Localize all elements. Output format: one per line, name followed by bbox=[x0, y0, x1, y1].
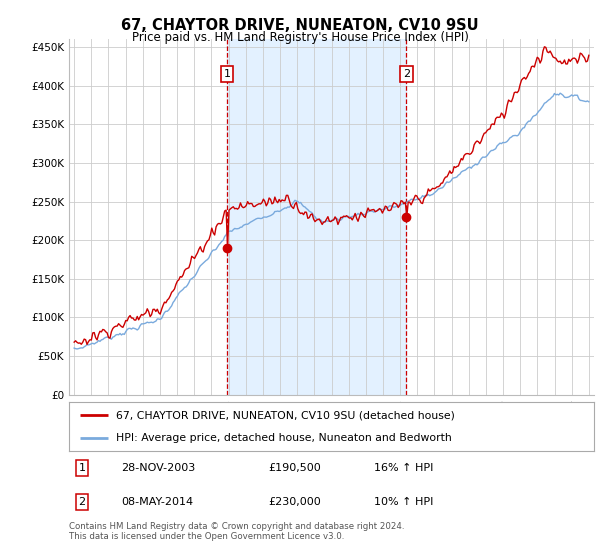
Text: 1: 1 bbox=[79, 463, 86, 473]
Text: 2: 2 bbox=[403, 69, 410, 79]
Text: 10% ↑ HPI: 10% ↑ HPI bbox=[373, 497, 433, 507]
Text: £190,500: £190,500 bbox=[269, 463, 321, 473]
Text: 16% ↑ HPI: 16% ↑ HPI bbox=[373, 463, 433, 473]
Text: 67, CHAYTOR DRIVE, NUNEATON, CV10 9SU: 67, CHAYTOR DRIVE, NUNEATON, CV10 9SU bbox=[121, 18, 479, 33]
Text: 28-NOV-2003: 28-NOV-2003 bbox=[121, 463, 196, 473]
Text: Price paid vs. HM Land Registry's House Price Index (HPI): Price paid vs. HM Land Registry's House … bbox=[131, 31, 469, 44]
Text: £230,000: £230,000 bbox=[269, 497, 321, 507]
Bar bbox=[227, 39, 406, 395]
Text: 08-MAY-2014: 08-MAY-2014 bbox=[121, 497, 194, 507]
Text: 67, CHAYTOR DRIVE, NUNEATON, CV10 9SU (detached house): 67, CHAYTOR DRIVE, NUNEATON, CV10 9SU (d… bbox=[116, 410, 455, 421]
Text: 2: 2 bbox=[79, 497, 86, 507]
Text: 1: 1 bbox=[224, 69, 230, 79]
Text: HPI: Average price, detached house, Nuneaton and Bedworth: HPI: Average price, detached house, Nune… bbox=[116, 433, 452, 444]
Text: Contains HM Land Registry data © Crown copyright and database right 2024.
This d: Contains HM Land Registry data © Crown c… bbox=[69, 522, 404, 542]
